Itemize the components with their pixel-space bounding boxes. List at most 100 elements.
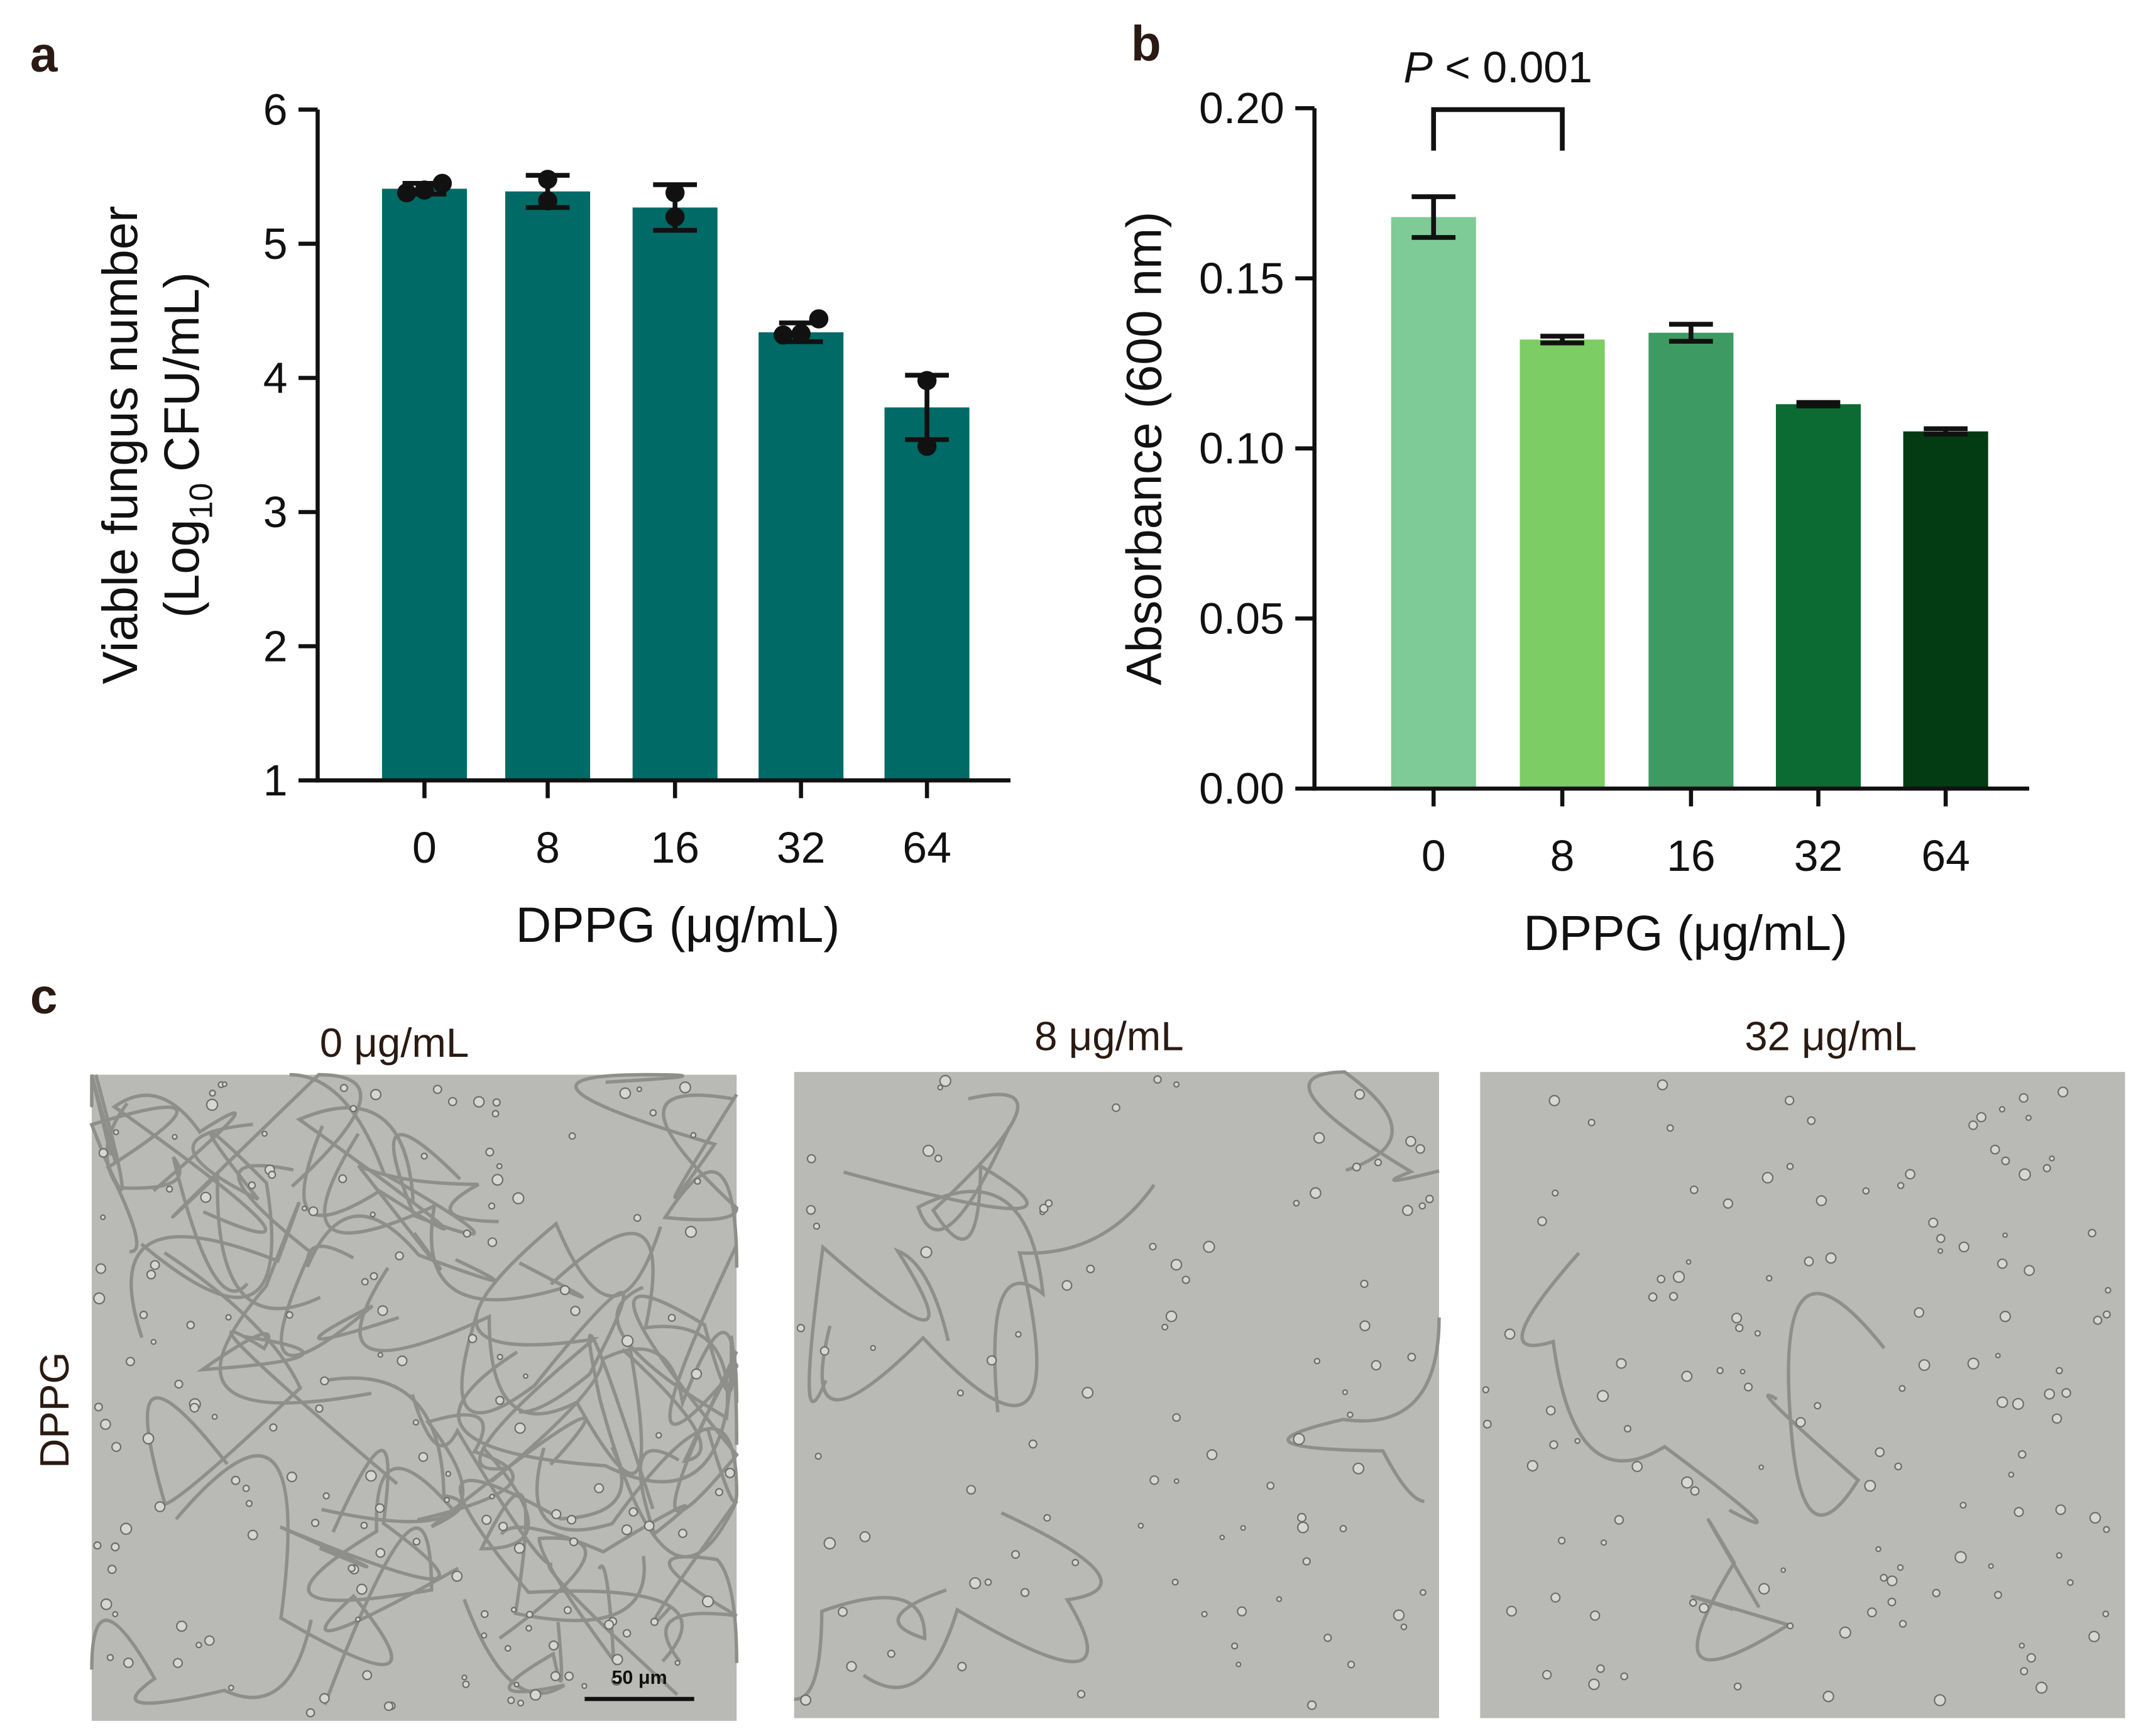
hypha [171,1073,363,1311]
cell [1657,1274,1666,1284]
scale-bar-label: 50 μm [611,1667,667,1688]
cell [1339,1525,1347,1532]
bar [1648,332,1734,789]
cell [1631,1461,1643,1472]
cell [1137,1522,1144,1529]
cell [200,1191,212,1203]
cell [594,1483,605,1493]
cell [487,1237,498,1247]
cell [1506,1605,1517,1617]
cell [984,1578,992,1586]
cell [370,1272,378,1280]
cell [377,1305,388,1316]
cell [1201,1610,1208,1618]
cell [447,1096,457,1106]
cell [1015,1331,1022,1338]
hypha [1286,1318,1441,1504]
cell [1354,1089,1366,1100]
cell [365,1470,377,1482]
cell [1716,1367,1724,1375]
cell [644,1520,655,1531]
y-tick-label: 5 [263,219,288,268]
cell [570,1306,581,1316]
cell [125,1357,135,1367]
cell [432,1084,442,1095]
hypha [90,1074,118,1164]
cell [1968,1120,1978,1130]
hypha [358,1267,644,1475]
hypha [1690,1518,1793,1662]
cell [813,1222,821,1230]
panel-letter: a [30,26,58,82]
cell [1787,1622,1794,1630]
cell [2042,1164,2051,1172]
cell [247,1529,258,1541]
cell [1418,1202,1427,1210]
cell [1657,1079,1668,1091]
cell [100,1419,111,1430]
cell [310,1519,320,1527]
cell [715,1488,723,1497]
cell [581,1683,588,1690]
cell [823,1537,836,1550]
cell [1352,1162,1361,1172]
cell [112,1129,119,1135]
cell [1393,1609,1405,1621]
cell [480,1610,489,1619]
data-point [538,191,557,210]
cell [1998,1106,2006,1113]
hypha [322,1133,584,1302]
cell [2088,1228,2096,1238]
bar [1391,217,1476,789]
y-tick-label: 4 [263,353,288,402]
cell [819,1346,830,1356]
hypha [1520,1252,1759,1524]
cell [679,1081,691,1094]
cell [356,1583,368,1595]
cell [2044,1388,2056,1400]
cell [209,1089,216,1097]
data-point [665,183,685,203]
cell [1887,1575,1898,1586]
data-point [774,325,793,345]
cell [1862,1187,1870,1195]
hypha [549,1231,730,1421]
cell [211,1414,218,1420]
cell [354,1616,361,1623]
cell [1743,1382,1753,1392]
cell [1731,1313,1743,1324]
cell [1149,1475,1159,1485]
cell [622,1629,632,1638]
cell [1999,1311,2012,1323]
cell [2057,1086,2069,1098]
cell [1666,1124,1674,1132]
hypha [474,1221,662,1471]
cell [517,1700,525,1707]
cell [2018,1168,2031,1181]
cell [1297,1521,1309,1534]
x-tick-label: 32 [1794,831,1843,880]
image-title: 0 μg/mL [320,1020,469,1066]
cell [1898,1385,1906,1392]
row-label: DPPG [31,1352,77,1468]
y-tick-label: 0.20 [1199,84,1284,133]
cell [2049,1155,2055,1162]
cell [1302,1557,1311,1566]
cell [107,1564,117,1575]
hypha [588,1333,738,1626]
cell [655,1432,662,1439]
bar [759,332,844,781]
hypha [289,1073,476,1236]
cell [1352,1462,1365,1475]
cell [1754,1329,1761,1337]
cell [1405,1135,1416,1147]
hypha [1307,1070,1440,1182]
cell [1549,1440,1558,1449]
cell [2025,1115,2032,1122]
cell [2018,1093,2029,1103]
cell [1347,1411,1354,1418]
cell [846,1661,857,1672]
cell [611,1675,622,1686]
cell [1875,1546,1881,1553]
cell [1596,1664,1605,1673]
